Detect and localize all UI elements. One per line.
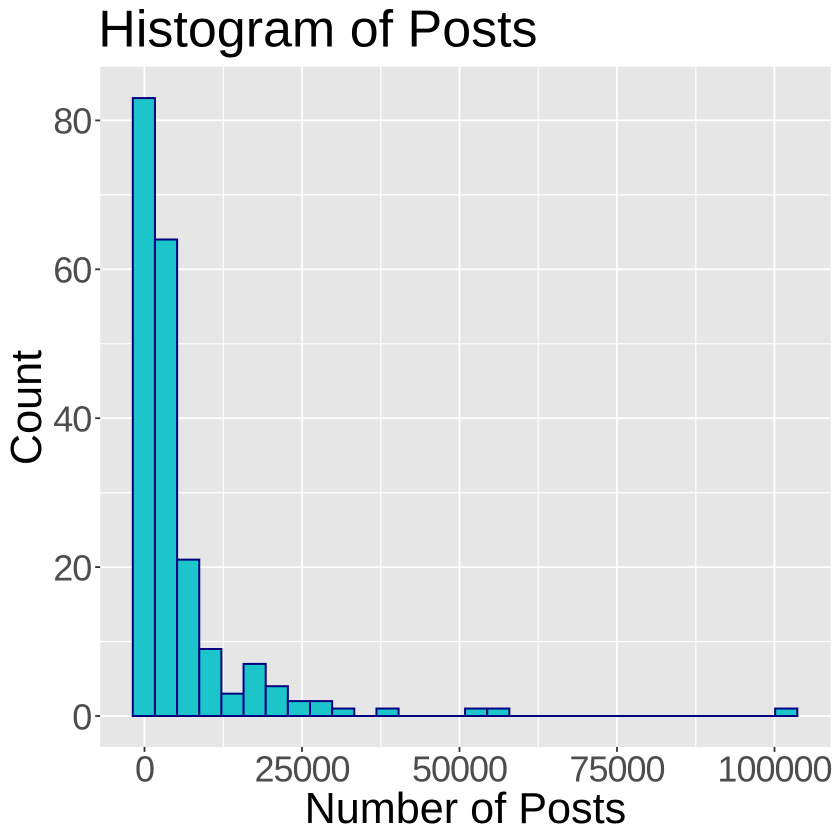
svg-text:0: 0 [72,696,91,737]
svg-text:75000: 75000 [569,749,664,790]
svg-text:100000: 100000 [717,749,831,790]
svg-text:50000: 50000 [412,749,507,790]
svg-text:60: 60 [53,250,91,291]
svg-text:25000: 25000 [254,749,349,790]
svg-text:80: 80 [53,101,91,142]
svg-text:20: 20 [53,547,91,588]
svg-text:Number of Posts: Number of Posts [305,785,627,833]
svg-text:0: 0 [135,749,154,790]
svg-text:Histogram of Posts: Histogram of Posts [98,1,537,59]
svg-text:40: 40 [53,399,91,440]
svg-text:Count: Count [3,350,51,465]
